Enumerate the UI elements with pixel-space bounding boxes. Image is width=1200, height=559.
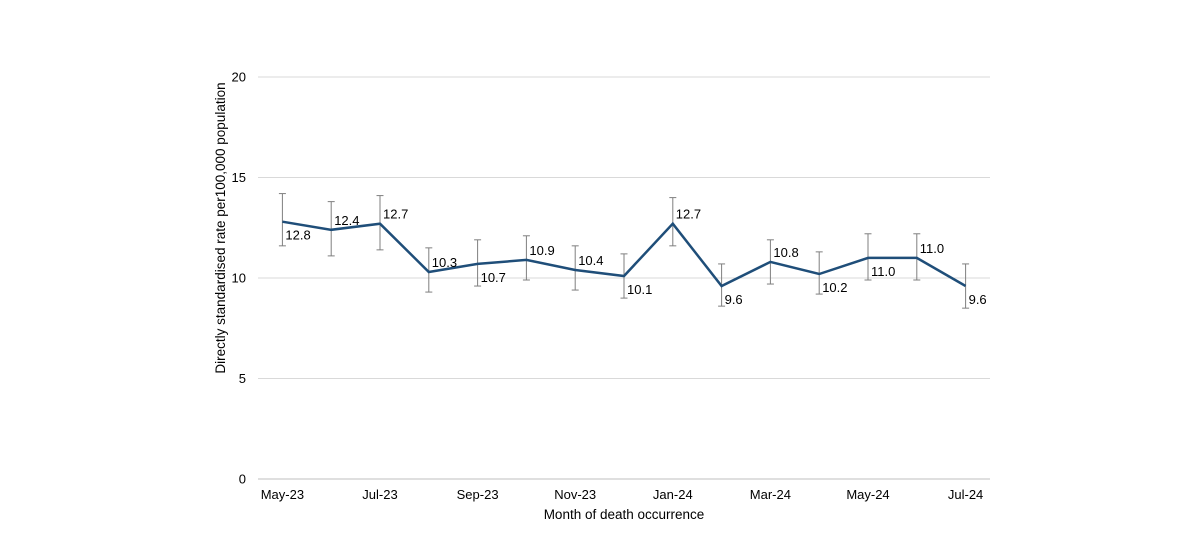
gridlines xyxy=(258,76,990,379)
data-label: 9.6 xyxy=(725,292,743,307)
x-tick-label: Jul-23 xyxy=(362,487,397,502)
series-line-layer xyxy=(282,220,967,288)
data-label: 10.7 xyxy=(481,270,506,285)
data-label: 12.4 xyxy=(334,213,359,228)
data-label: 10.4 xyxy=(578,253,603,268)
y-axis-title: Directly standardised rate per100,000 po… xyxy=(213,82,228,373)
y-tick-label: 0 xyxy=(239,472,246,487)
error-bar xyxy=(669,197,677,247)
error-bar xyxy=(571,245,579,291)
x-tick-label: Jul-24 xyxy=(948,487,983,502)
x-tick-label: Mar-24 xyxy=(750,487,791,502)
data-label: 11.0 xyxy=(871,264,895,279)
data-label: 9.6 xyxy=(969,292,987,307)
data-label: 12.7 xyxy=(383,207,408,222)
y-tick-label: 15 xyxy=(232,170,246,185)
data-label: 10.8 xyxy=(773,245,798,260)
x-tick-label: Nov-23 xyxy=(554,487,596,502)
error-bar xyxy=(278,193,286,247)
data-label: 10.9 xyxy=(529,243,554,258)
data-label: 12.8 xyxy=(285,228,310,243)
data-label: 12.7 xyxy=(676,207,701,222)
x-axis-title: Month of death occurrence xyxy=(544,507,705,522)
error-bar xyxy=(962,263,970,309)
data-labels: 12.8 12.4 12.7 10.3 10.7 10.9 10.4 10.1 12.7 9.6 1… xyxy=(285,207,986,307)
data-label: 11.0 xyxy=(920,241,944,256)
error-bar xyxy=(522,235,530,281)
x-tick-label: May-24 xyxy=(846,487,889,502)
data-label: 10.1 xyxy=(627,282,652,297)
y-tick-label: 20 xyxy=(232,70,246,85)
error-bar xyxy=(425,247,433,293)
data-label: 10.2 xyxy=(822,280,847,295)
y-tick-label: 10 xyxy=(232,271,246,286)
x-tick-label: Jan-24 xyxy=(653,487,693,502)
x-tick-label: May-23 xyxy=(261,487,304,502)
x-tick-label: Sep-23 xyxy=(457,487,499,502)
y-tick-label: 5 xyxy=(239,371,246,386)
data-label: 10.3 xyxy=(432,255,457,270)
axes: 0 5 10 15 20 May-23 Jul-23 Sep-23 Nov-23 Jan-24 Ma… xyxy=(232,70,990,502)
series-line xyxy=(282,220,967,288)
